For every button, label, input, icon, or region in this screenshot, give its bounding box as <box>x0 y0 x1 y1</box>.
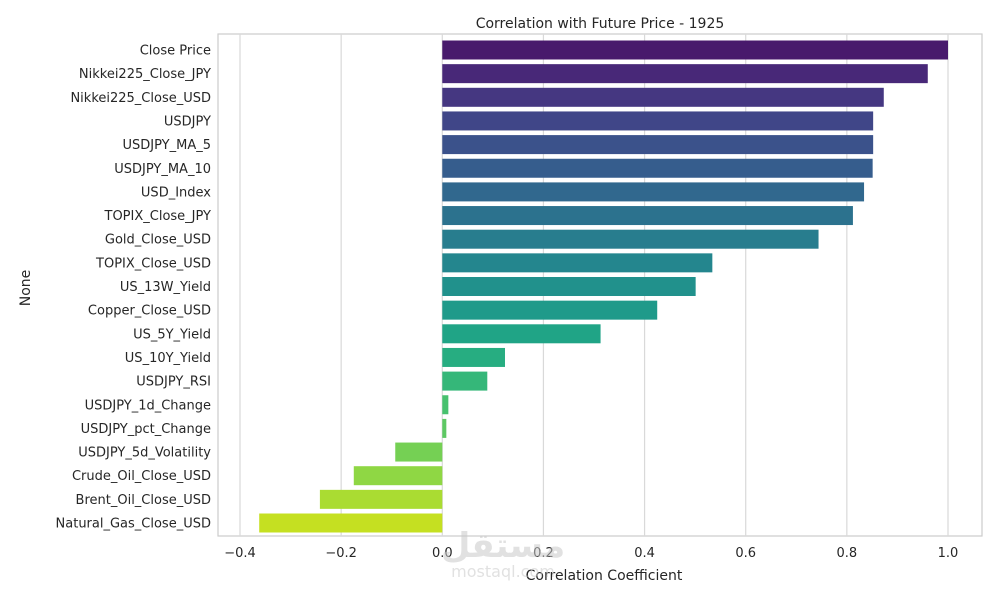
y-tick-label: Brent_Oil_Close_USD <box>76 493 211 508</box>
bar <box>259 513 443 533</box>
x-tick-label: 1.0 <box>938 546 959 561</box>
bar <box>442 418 447 438</box>
bar <box>442 253 713 273</box>
y-tick-label: Natural_Gas_Close_USD <box>56 517 211 532</box>
y-tick-label: USD_Index <box>141 185 211 200</box>
x-tick-label: 0.0 <box>432 546 453 561</box>
bar <box>442 111 874 131</box>
y-tick-label: Nikkei225_Close_JPY <box>79 67 211 82</box>
y-axis-label: None <box>18 270 34 307</box>
bar <box>442 206 853 226</box>
y-tick-label: TOPIX_Close_JPY <box>104 209 212 224</box>
y-tick-label: Nikkei225_Close_USD <box>70 91 211 106</box>
y-tick-label: TOPIX_Close_USD <box>95 256 211 271</box>
bar <box>442 87 884 107</box>
bar <box>442 40 948 60</box>
y-tick-label: Copper_Close_USD <box>88 304 211 319</box>
x-tick-labels: −0.4 −0.2 0.0 0.2 0.4 0.6 0.8 1.0 <box>224 546 958 561</box>
y-tick-label: US_10Y_Yield <box>125 351 211 366</box>
y-tick-label: Close Price <box>140 44 211 59</box>
y-tick-label: USDJPY_1d_Change <box>85 398 211 413</box>
y-tick-labels: Close Price Nikkei225_Close_JPY Nikkei225_… <box>56 44 212 532</box>
bars <box>259 40 948 533</box>
bar <box>442 395 449 415</box>
bar <box>442 135 874 155</box>
bar <box>442 158 873 178</box>
y-tick-label: USDJPY_MA_10 <box>114 162 211 177</box>
bar <box>395 442 443 462</box>
bar <box>319 489 443 509</box>
y-tick-label: USDJPY_MA_5 <box>123 138 212 153</box>
bar <box>442 182 865 202</box>
x-tick-label: 0.6 <box>735 546 756 561</box>
x-tick-label: −0.4 <box>224 546 256 561</box>
y-tick-label: USDJPY <box>164 114 211 129</box>
bar <box>442 64 928 84</box>
bar <box>442 300 658 320</box>
y-tick-label: Crude_Oil_Close_USD <box>72 469 211 484</box>
x-tick-label: 0.4 <box>634 546 655 561</box>
x-tick-label: 0.2 <box>533 546 554 561</box>
y-tick-label: USDJPY_RSI <box>136 375 211 390</box>
y-tick-label: Gold_Close_USD <box>105 233 211 248</box>
y-tick-label: USDJPY_pct_Change <box>81 422 211 437</box>
chart-title: Correlation with Future Price - 1925 <box>476 16 725 32</box>
bar <box>442 371 488 391</box>
x-tick-label: −0.2 <box>325 546 357 561</box>
y-tick-label: USDJPY_5d_Volatility <box>78 446 211 461</box>
bar <box>442 277 696 296</box>
bar <box>442 229 819 249</box>
bar <box>442 347 505 367</box>
y-tick-label: US_5Y_Yield <box>133 327 211 342</box>
x-axis-label: Correlation Coefficient <box>526 568 683 584</box>
bar <box>353 466 443 486</box>
y-tick-label: US_13W_Yield <box>120 280 211 295</box>
bar <box>442 324 601 344</box>
x-tick-label: 0.8 <box>837 546 858 561</box>
